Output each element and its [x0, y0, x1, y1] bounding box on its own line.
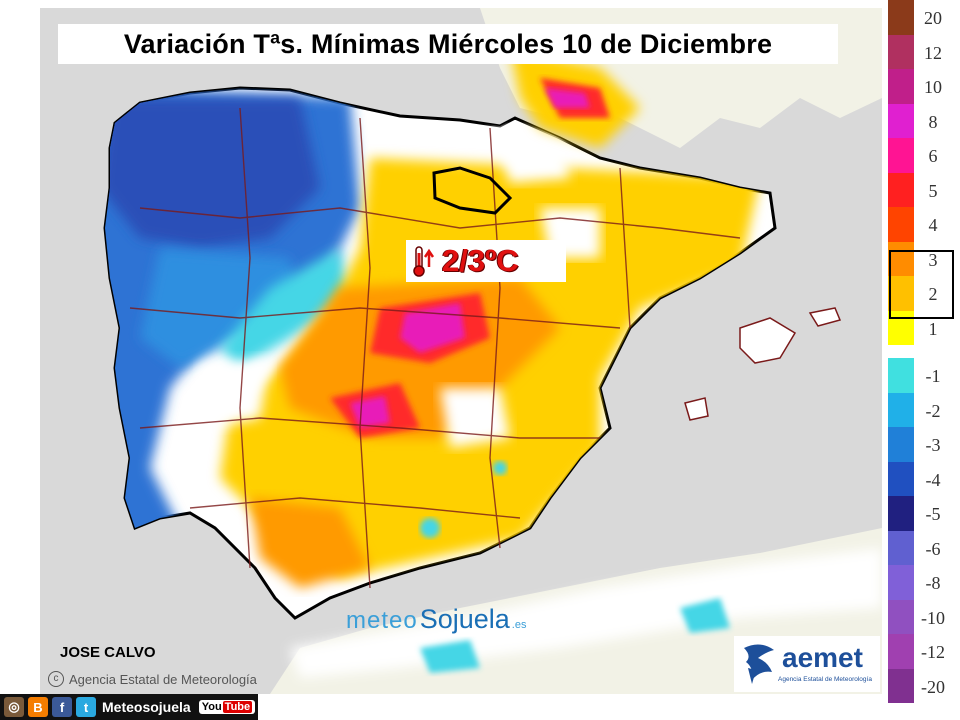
- legend-negative-label--6: -6: [925, 538, 941, 559]
- aemet-name: aemet: [782, 642, 863, 673]
- legend-positive-label-6: 6: [928, 146, 938, 166]
- temperature-field: [105, 88, 760, 588]
- la-rioja-outline: [432, 166, 513, 215]
- legend-positive-label-8: 8: [928, 111, 938, 132]
- legend-negative-label--2: -2: [925, 400, 941, 421]
- legend-positive-label-12: 12: [924, 42, 942, 63]
- legend-negative-swatch--3: [888, 427, 914, 462]
- legend-negative-label--20: -20: [921, 676, 945, 697]
- legend-highlight-box: [889, 250, 954, 319]
- legend-positive-label-20: 20: [924, 8, 942, 28]
- legend-negative-swatch--4: [888, 461, 914, 496]
- legend-negative-swatch--12: [888, 634, 914, 669]
- source-credit: c Agencia Estatal de Meteorología: [48, 671, 257, 687]
- legend-positive-label-5: 5: [928, 180, 938, 201]
- legend-negative-swatch--10: [888, 599, 914, 634]
- legend-positive-swatch-2: [888, 276, 914, 311]
- legend-positive-label-1: 1: [928, 318, 938, 339]
- legend-positive-swatch-20: [888, 0, 914, 35]
- legend-positive-label-2: 2: [928, 284, 938, 304]
- thermometer-up-icon: [413, 246, 435, 277]
- facebook-icon[interactable]: f: [52, 697, 72, 717]
- legend-negative-swatch--2: [888, 392, 914, 427]
- legend-negative-label--12: -12: [921, 642, 945, 662]
- youtube-you: You: [201, 701, 222, 713]
- legend-positive-swatch-8: [888, 103, 914, 138]
- aemet-emblem-icon: [744, 644, 774, 684]
- legend-positive-swatch-4: [888, 207, 914, 242]
- legend-negative-label--10: -10: [921, 607, 945, 628]
- legend-negative-label--4: -4: [925, 469, 941, 490]
- instagram-icon[interactable]: ◎: [4, 697, 24, 717]
- legend-negative-swatch--8: [888, 565, 914, 600]
- author-name: JOSE CALVO: [60, 644, 156, 661]
- iberia-map: [103, 8, 882, 694]
- aemet-subtitle: Agencia Estatal de Meteorología: [778, 676, 872, 683]
- youtube-icon[interactable]: You Tube: [198, 700, 256, 714]
- legend-positive-label-3: 3: [928, 249, 938, 270]
- twitter-icon[interactable]: t: [76, 697, 96, 717]
- watermark-part2: Sojuela: [419, 604, 510, 634]
- copyright-icon: c: [48, 671, 64, 687]
- legend-negative-swatch--1: [888, 358, 914, 393]
- map-title: Variación Tªs. Mínimas Miércoles 10 de D…: [123, 28, 773, 59]
- map-frame: [40, 8, 882, 694]
- menorca: [808, 307, 842, 327]
- legend-negative-label--1: -1: [925, 366, 941, 386]
- social-bar: ◎ B f t Meteosojuela You Tube: [0, 694, 258, 720]
- region-boundaries: [129, 107, 741, 589]
- ibiza: [684, 397, 709, 421]
- legend-negative-label--3: -3: [925, 435, 941, 455]
- legend-positive-swatch-10: [888, 69, 914, 104]
- legend-positive-label-10: 10: [924, 77, 942, 97]
- watermark: meteo Sojuela .es: [346, 604, 526, 635]
- aemet-logo: aemet Agencia Estatal de Meteorología: [734, 636, 880, 692]
- temperature-change-value: 2/3ºC: [442, 243, 519, 278]
- legend-negative-swatch--5: [888, 496, 914, 531]
- legend-positive-swatch-5: [888, 172, 914, 207]
- legend-positive-swatch-6: [888, 138, 914, 173]
- legend-positive-swatch-1: [888, 310, 914, 345]
- blogger-icon[interactable]: B: [28, 697, 48, 717]
- legend-negative-label--8: -8: [925, 573, 941, 593]
- legend-positive-swatch-12: [888, 34, 914, 69]
- title-box: Variación Tªs. Mínimas Miércoles 10 de D…: [58, 24, 838, 64]
- youtube-tube: Tube: [222, 701, 253, 713]
- legend-positive-swatch-3: [888, 241, 914, 276]
- legend-negative-swatch--6: [888, 530, 914, 565]
- source-credit-text: Agencia Estatal de Meteorología: [69, 671, 257, 687]
- legend-negative-label--5: -5: [925, 504, 941, 524]
- social-handle: Meteosojuela: [102, 699, 191, 715]
- legend-negative-swatch--20: [888, 668, 914, 703]
- mallorca: [739, 317, 797, 364]
- legend-positive-label-4: 4: [928, 215, 938, 235]
- watermark-part3: .es: [511, 619, 527, 631]
- watermark-part1: meteo: [346, 607, 418, 634]
- temperature-callout: 2/3ºC: [406, 240, 566, 282]
